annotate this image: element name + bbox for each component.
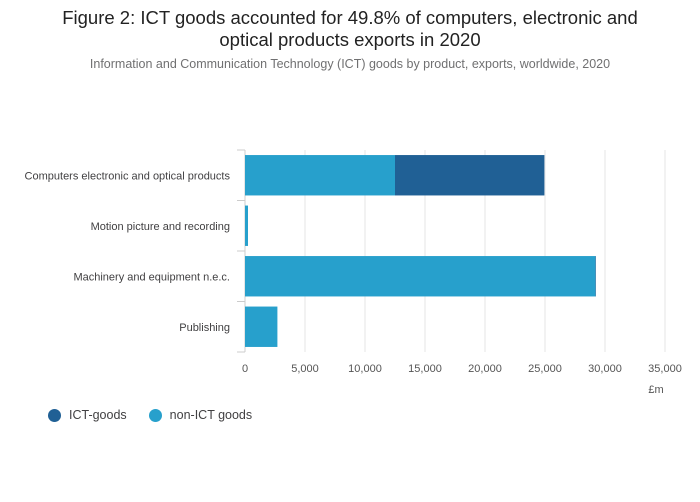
bar-non-ict-goods-1	[245, 205, 248, 246]
bar-non-ict-goods-3	[245, 306, 278, 347]
chart-subtitle: Information and Communication Technology…	[89, 57, 611, 71]
legend-label-ict-goods: ICT-goods	[69, 408, 127, 422]
x-axis-label: £m	[648, 384, 663, 396]
x-tick-label-7: 35,000	[648, 363, 682, 375]
legend-swatch-non-ict-goods	[148, 408, 162, 422]
chart-title-line-1: Figure 2: ICT goods accounted for 49.8% …	[62, 7, 638, 28]
y-category-label-3: Publishing	[179, 322, 230, 334]
y-category-label-1: Motion picture and recording	[91, 221, 230, 233]
legend: ICT-goods non-ICT goods	[48, 408, 274, 422]
chart-title-line-2: optical products exports in 2020	[219, 29, 481, 50]
x-tick-label-3: 15,000	[408, 363, 442, 375]
legend-swatch-ict-goods	[48, 408, 61, 422]
y-category-label-0: Computers electronic and optical product…	[25, 170, 231, 182]
y-category-label-2: Machinery and equipment n.e.c.	[73, 271, 230, 283]
legend-item-non-ict-goods[interactable]: non-ICT goods	[148, 408, 253, 422]
x-tick-label-2: 10,000	[348, 363, 382, 375]
x-tick-label-6: 30,000	[588, 363, 622, 375]
x-tick-label-5: 25,000	[528, 363, 562, 375]
bar-ict-goods-0	[395, 155, 545, 196]
legend-item-ict-goods[interactable]: ICT-goods	[48, 408, 127, 422]
chart-title: Figure 2: ICT goods accounted for 49.8% …	[0, 7, 700, 51]
bar-non-ict-goods-2	[245, 256, 596, 297]
bar-ict-goods-2	[595, 256, 596, 297]
x-tick-label-4: 20,000	[468, 363, 502, 375]
x-tick-label-0: 0	[242, 363, 248, 375]
x-tick-label-1: 5,000	[291, 363, 319, 375]
bar-non-ict-goods-0	[245, 155, 395, 196]
legend-label-non-ict-goods: non-ICT goods	[169, 408, 253, 422]
